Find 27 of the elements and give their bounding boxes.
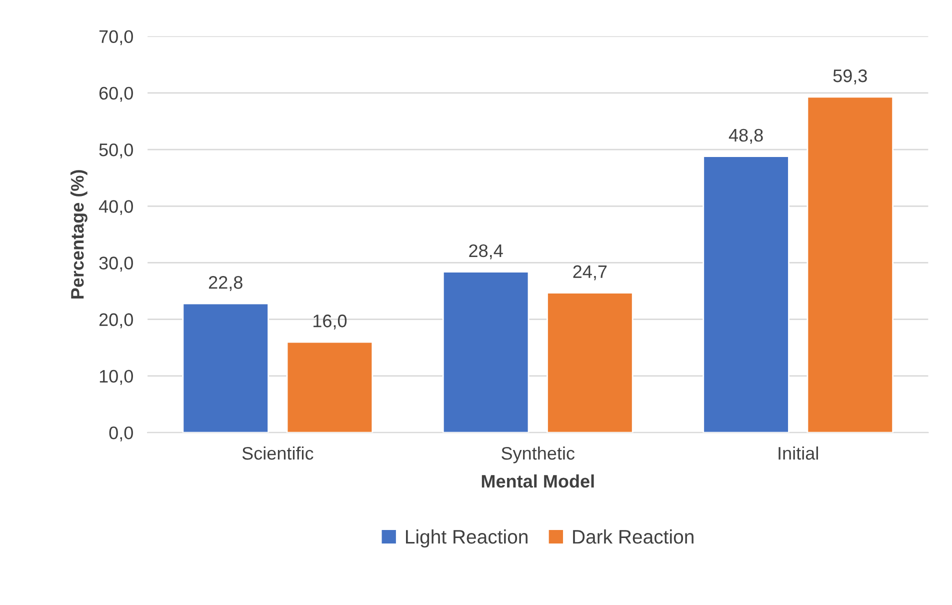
data-label: 22,8 (208, 276, 242, 291)
x-tick-label: Initial (778, 446, 818, 460)
y-tick-label: 10,0 (100, 370, 133, 385)
bar (546, 292, 634, 433)
data-label: 28,4 (469, 244, 503, 260)
y-tick-label: 0,0 (109, 426, 133, 442)
y-tick-label: 20,0 (99, 313, 133, 328)
x-tick-label: Scientific (242, 446, 314, 460)
data-label: 24,7 (573, 265, 607, 280)
y-tick-label: 50,0 (99, 143, 133, 158)
y-tick-label: 40,0 (98, 200, 133, 215)
y-tick-label: 60,0 (99, 86, 133, 102)
data-label: 59,3 (833, 69, 867, 84)
legend-label: Dark Reaction (573, 529, 694, 544)
y-axis-title: Percentage (%) (70, 170, 88, 298)
data-label: 16,0 (314, 314, 347, 330)
data-label: 48,8 (728, 128, 763, 144)
bar (806, 96, 894, 433)
y-tick-label: 70,0 (99, 30, 133, 46)
bar (702, 156, 790, 433)
bar (442, 271, 530, 433)
x-axis-title: Mental Model (482, 474, 594, 488)
x-tick-label: Synthetic (502, 446, 575, 464)
bar (286, 341, 374, 433)
y-tick-label: 30,0 (99, 256, 133, 272)
legend-label: Light Reaction (406, 529, 528, 548)
bar (182, 302, 269, 433)
